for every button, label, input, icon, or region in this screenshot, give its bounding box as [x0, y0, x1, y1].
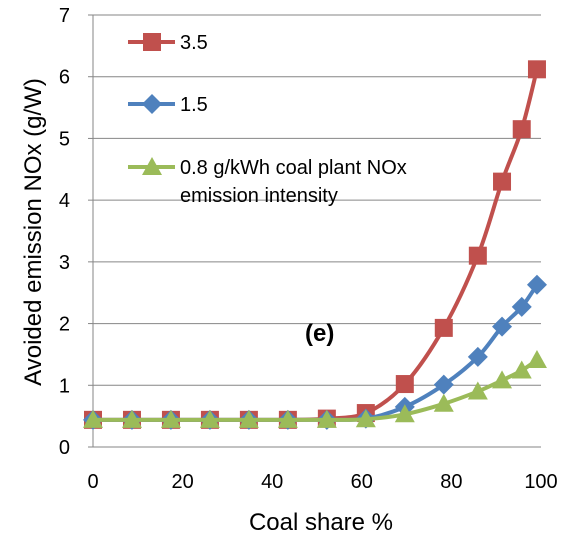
- data-point: [512, 360, 532, 378]
- x-tick-label: 40: [261, 471, 283, 493]
- x-tick-label: 0: [87, 471, 98, 493]
- y-axis-label: Avoided emission NOx (g/W): [20, 78, 47, 386]
- legend-item-3: 0.8 g/kWh coal plant NOx emission intensi…: [128, 157, 407, 207]
- legend-label: 3.5: [180, 32, 208, 54]
- data-point: [396, 375, 414, 393]
- y-tick-label: 1: [59, 375, 70, 397]
- series-line: [93, 285, 537, 420]
- legend-label: emission intensity: [180, 185, 338, 207]
- legend-label: 0.8 g/kWh coal plant NOx: [180, 157, 407, 179]
- legend-item-1: 3.5: [128, 32, 208, 54]
- data-point: [469, 247, 487, 265]
- x-axis-label: Coal share %: [249, 509, 393, 536]
- y-tick-label: 7: [59, 5, 70, 27]
- data-point: [513, 120, 531, 138]
- data-point: [492, 370, 512, 388]
- series-line: [93, 360, 537, 420]
- legend-label: 1.5: [180, 94, 208, 116]
- legend-item-2: 1.5: [128, 94, 208, 116]
- data-point: [435, 319, 453, 337]
- y-tick-label: 3: [59, 252, 70, 274]
- legend: 3.5 1.5 0.8 g/kWh coal plant NOx emission i…: [128, 32, 407, 207]
- y-tick-label: 2: [59, 314, 70, 336]
- series-2: [83, 275, 547, 430]
- legend-marker: [143, 33, 161, 51]
- series-line: [93, 69, 537, 420]
- data-point: [493, 173, 511, 191]
- legend-marker: [142, 94, 162, 114]
- data-point: [527, 275, 547, 295]
- y-tick-label: 6: [59, 67, 70, 89]
- y-tick-label: 4: [59, 190, 70, 212]
- x-tick-label: 80: [440, 471, 462, 493]
- data-point: [528, 60, 546, 78]
- axes: [88, 15, 541, 447]
- x-tick-label: 60: [351, 471, 373, 493]
- data-point: [527, 350, 547, 368]
- series-1: [84, 60, 546, 429]
- x-tick-label: 100: [524, 471, 557, 493]
- y-tick-label: 0: [59, 437, 70, 459]
- panel-annotation: (e): [305, 320, 334, 347]
- y-tick-label: 5: [59, 128, 70, 150]
- series-layer: [83, 60, 547, 430]
- x-tick-label: 20: [171, 471, 193, 493]
